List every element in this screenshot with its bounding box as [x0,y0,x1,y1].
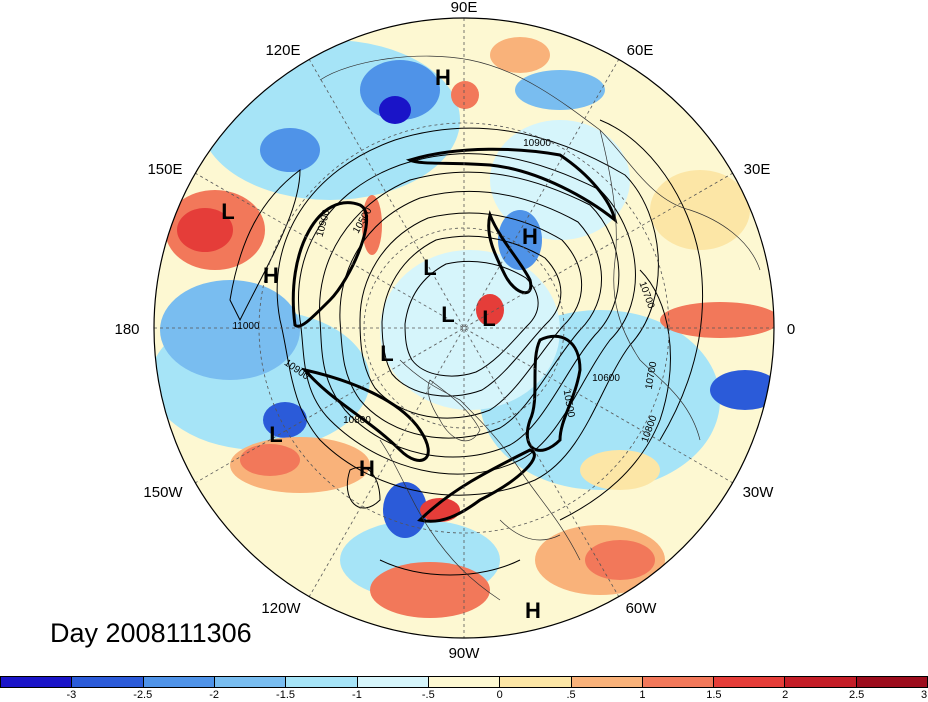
colorbar-tick-label: -.5 [421,689,435,701]
colorbar-swatch [142,676,215,688]
contour-label: 10500 [561,389,577,419]
map-title: Day 2008111306 [50,618,252,648]
colorbar-swatch [356,676,429,688]
colorbar-swatch [855,676,928,688]
colorbar-swatch [641,676,715,688]
colorbar: -3 -2.5 -2 -1.5 -1 -.5 0 .5 1 1.5 2 2.5 3 [0,676,928,702]
low-pressure-label: L [482,306,495,331]
colorbar-tick-label: -3 [66,689,77,701]
colorbar-tick-label: 0 [496,689,503,701]
lon-label-60w: 60W [626,600,658,617]
colorbar-swatch [427,676,501,688]
lon-label-150w: 150W [143,484,183,501]
lon-label-150e: 150E [147,161,182,178]
contour-label: 10900 [523,138,551,149]
low-pressure-label: L [269,422,282,447]
colorbar-swatch [285,676,358,688]
colorbar-tick-label: -2 [209,689,220,701]
high-pressure-label: H [522,224,538,249]
contour-label: 10700 [644,360,660,390]
lon-label-180: 180 [114,321,139,338]
colorbar-swatches [0,676,928,688]
colorbar-swatch [0,676,73,688]
map-boundary [153,17,775,639]
colorbar-swatch [213,676,287,688]
colorbar-tick-label: 2 [782,689,789,701]
colorbar-tick-label: 2.5 [848,689,865,701]
low-pressure-label: L [380,341,393,366]
lon-label-90e: 90E [451,0,478,16]
colorbar-swatch [570,676,643,688]
low-pressure-label: L [221,199,234,224]
colorbar-tick-label: 1.5 [706,689,722,701]
colorbar-tick-label: .5 [566,689,576,701]
colorbar-swatch [713,676,786,688]
polar-map: 90E 120E 60E 150E 30E 180 0 150W 30W 120… [114,0,795,662]
low-pressure-label: L [441,302,454,327]
high-pressure-label: H [359,456,375,481]
contour-label: 11000 [232,321,260,332]
graticule [154,18,774,638]
lon-label-90w: 90W [449,645,481,662]
contour-label: 10600 [592,373,620,384]
colorbar-tick-label: 3 [920,689,928,701]
colorbar-tick-label: -1 [352,689,362,701]
colorbar-tick-label: 1 [639,689,646,701]
lon-label-120w: 120W [261,600,301,617]
lon-label-120e: 120E [265,42,300,59]
colorbar-swatch [499,676,572,688]
height-contours [229,119,704,576]
colorbar-swatch [71,676,144,688]
lon-label-30w: 30W [743,484,775,501]
colorbar-tick-label: -1.5 [276,689,296,701]
lon-label-60e: 60E [627,42,654,59]
high-pressure-label: H [435,65,451,90]
contour-label: 10800 [343,415,371,426]
lon-label-0: 0 [787,321,795,338]
lon-label-30e: 30E [744,161,771,178]
low-pressure-label: L [423,255,436,280]
colorbar-tick-label: -2.5 [133,689,153,701]
colorbar-swatch [784,676,857,688]
high-pressure-label: H [525,598,541,623]
high-pressure-label: H [263,263,279,288]
